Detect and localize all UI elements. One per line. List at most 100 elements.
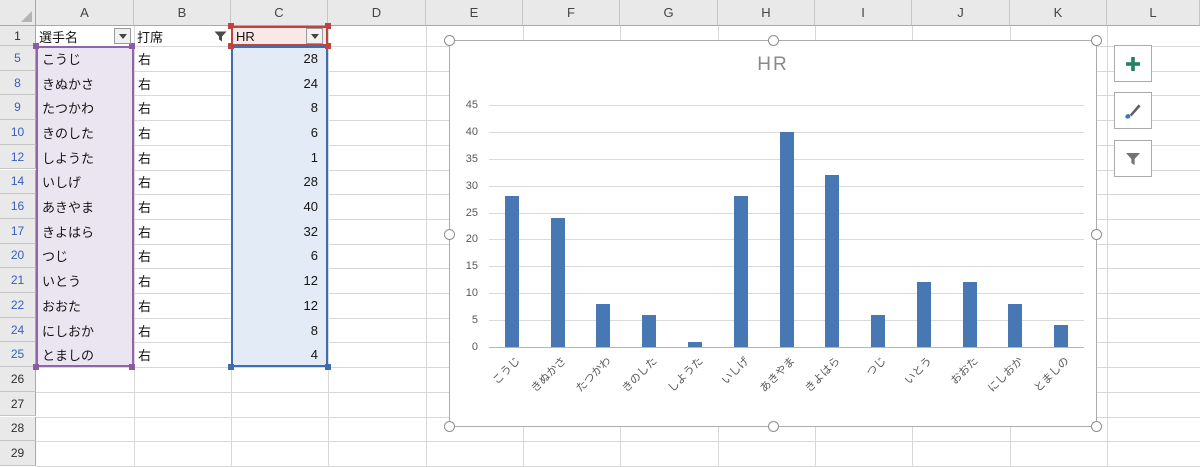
cell-bat[interactable]: 右 <box>138 101 152 117</box>
range-handle[interactable] <box>228 43 234 49</box>
cell-bat[interactable]: 右 <box>138 125 152 141</box>
row-header-5[interactable]: 5 <box>0 46 36 71</box>
row-header-16[interactable]: 16 <box>0 194 36 219</box>
cell-a1-player-header[interactable]: 選手名 <box>36 26 134 46</box>
cell-bat[interactable]: 右 <box>138 224 152 240</box>
row-header-27[interactable]: 27 <box>0 391 36 417</box>
bar-chart[interactable]: HR 0 5 10 15 20 25 30 35 40 45 こうじ きぬかさ たつかわ きのした しようた… <box>444 35 1102 432</box>
cell-hr[interactable]: 1 <box>310 149 318 165</box>
cell-hr[interactable]: 28 <box>303 50 318 66</box>
chart-selection-handle[interactable] <box>444 421 455 432</box>
chart-styles-button[interactable] <box>1114 92 1152 129</box>
column-header-f[interactable]: F <box>523 0 620 26</box>
bar-いとう[interactable] <box>916 282 931 347</box>
chart-selection-handle[interactable] <box>768 421 779 432</box>
row-header-26[interactable]: 26 <box>0 367 36 392</box>
column-header-j[interactable]: J <box>912 0 1010 26</box>
row-header-20[interactable]: 20 <box>0 243 36 269</box>
column-header-e[interactable]: E <box>426 0 523 26</box>
row-header-10[interactable]: 10 <box>0 120 36 145</box>
series-name-range-c1[interactable]: HR <box>231 26 328 46</box>
cell-hr[interactable]: 32 <box>303 223 318 239</box>
cell-hr[interactable]: 28 <box>303 174 318 190</box>
chart-selection-handle[interactable] <box>444 35 455 46</box>
row-header-17[interactable]: 17 <box>0 218 36 244</box>
cell-bat[interactable]: 右 <box>138 298 152 314</box>
cell-player[interactable]: いとう <box>42 274 82 290</box>
row-header-28[interactable]: 28 <box>0 416 36 442</box>
range-handle[interactable] <box>325 43 331 49</box>
cell-hr[interactable]: 4 <box>310 347 318 363</box>
cell-hr[interactable]: 8 <box>310 100 318 116</box>
cell-hr[interactable]: 12 <box>303 297 318 313</box>
cell-bat[interactable]: 右 <box>138 274 152 290</box>
bar-こうじ[interactable] <box>504 196 519 347</box>
cell-player[interactable]: つじ <box>42 249 69 265</box>
cell-bat[interactable]: 右 <box>138 348 152 364</box>
cell-hr[interactable]: 8 <box>310 322 318 338</box>
cell-hr[interactable]: 24 <box>303 75 318 91</box>
value-range-c5-c25[interactable] <box>231 46 328 368</box>
row-header-29[interactable]: 29 <box>0 441 36 466</box>
row-header-14[interactable]: 14 <box>0 169 36 195</box>
chart-elements-button[interactable] <box>1114 45 1152 82</box>
range-handle[interactable] <box>33 364 39 371</box>
column-header-c[interactable]: C <box>231 0 328 26</box>
cell-player[interactable]: きのした <box>42 125 95 141</box>
range-handle[interactable] <box>33 43 39 49</box>
cell-c1-hr-header[interactable]: HR <box>233 28 326 44</box>
column-header-l[interactable]: L <box>1107 0 1200 26</box>
row-header-21[interactable]: 21 <box>0 268 36 293</box>
row-header-25[interactable]: 25 <box>0 342 36 368</box>
chart-selection-handle[interactable] <box>444 228 455 240</box>
bar-きよはら[interactable] <box>825 174 840 347</box>
category-range-a5-a25[interactable] <box>36 46 134 368</box>
cell-hr[interactable]: 6 <box>310 248 318 264</box>
range-handle[interactable] <box>325 23 331 29</box>
cell-bat[interactable]: 右 <box>138 200 152 216</box>
row-header-9[interactable]: 9 <box>0 95 36 121</box>
column-header-k[interactable]: K <box>1010 0 1107 26</box>
cell-hr[interactable]: 40 <box>303 199 318 215</box>
bar-つじ[interactable] <box>871 314 886 347</box>
chart-selection-handle[interactable] <box>1091 421 1102 432</box>
column-header-h[interactable]: H <box>718 0 815 26</box>
cell-player[interactable]: おおた <box>42 298 82 314</box>
cell-player[interactable]: たつかわ <box>42 101 95 117</box>
cell-bat[interactable]: 右 <box>138 175 152 191</box>
cell-bat[interactable]: 右 <box>138 323 152 339</box>
bar-にしおか[interactable] <box>1008 303 1023 347</box>
column-header-i[interactable]: I <box>815 0 912 26</box>
autofilter-dropdown-button[interactable] <box>306 28 323 44</box>
bar-しようた[interactable] <box>687 341 702 347</box>
chart-selection-handle[interactable] <box>1091 228 1102 240</box>
cell-player[interactable]: こうじ <box>42 51 82 67</box>
cell-bat[interactable]: 右 <box>138 150 152 166</box>
cell-player[interactable]: きよはら <box>42 224 95 240</box>
chart-selection-handle[interactable] <box>768 35 779 46</box>
row-header-24[interactable]: 24 <box>0 317 36 343</box>
chart-title[interactable]: HR <box>757 54 789 75</box>
bar-とましの[interactable] <box>1054 325 1069 347</box>
cell-hr[interactable]: 6 <box>310 124 318 140</box>
cell-player[interactable]: とましの <box>42 348 95 364</box>
cell-bat[interactable]: 右 <box>138 249 152 265</box>
autofilter-dropdown-button[interactable] <box>114 28 131 44</box>
bar-あきやま[interactable] <box>779 131 794 347</box>
row-header-22[interactable]: 22 <box>0 293 36 318</box>
cell-player[interactable]: しようた <box>42 150 95 166</box>
bar-おおた[interactable] <box>962 282 977 347</box>
cell-player[interactable]: あきやま <box>42 200 95 216</box>
cell-player[interactable]: いしげ <box>42 175 82 191</box>
bar-きのした[interactable] <box>642 314 657 347</box>
bar-きぬかさ[interactable] <box>550 217 565 347</box>
cell-bat[interactable]: 右 <box>138 51 152 67</box>
column-header-d[interactable]: D <box>328 0 426 26</box>
cell-player[interactable]: きぬかさ <box>42 76 95 92</box>
column-header-g[interactable]: G <box>620 0 718 26</box>
column-header-a[interactable]: A <box>36 0 134 26</box>
row-header-8[interactable]: 8 <box>0 70 36 96</box>
chart-filters-button[interactable] <box>1114 140 1152 177</box>
range-handle[interactable] <box>129 364 135 371</box>
funnel-filter-applied-icon[interactable] <box>213 29 228 44</box>
